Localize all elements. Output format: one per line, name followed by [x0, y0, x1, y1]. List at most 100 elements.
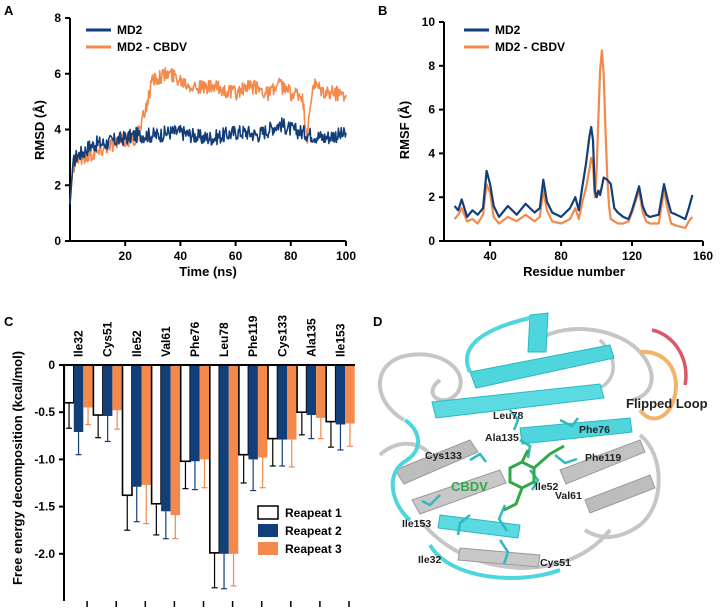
rmsd-y-tick-label: 2	[54, 178, 61, 192]
rmsd-series-cbdv	[69, 67, 347, 203]
rmsd-chart: 20 40 60 80 100 0 2 4 6 8 Time (ns) RMSD (Å) MD2 …	[32, 11, 356, 279]
panel-label-c: C	[4, 314, 14, 329]
rmsd-x-tick-label: 40	[174, 249, 188, 263]
energy-legend-1: Reapeat 1	[285, 506, 342, 520]
rmsf-y-tick-label: 8	[428, 59, 435, 73]
structure-loop-gray-4	[378, 441, 432, 457]
energy-legend-swatch-2	[258, 524, 278, 537]
rmsf-x-tick-label: 160	[693, 249, 713, 263]
rmsf-x-label: Residue number	[523, 264, 625, 279]
rmsf-y-tick-label: 6	[428, 103, 435, 117]
rmsd-y-tick-label: 4	[54, 123, 61, 137]
rmsd-legend-md2: MD2	[117, 23, 143, 37]
energy-bar-2	[190, 365, 200, 462]
energy-bar-2	[248, 365, 258, 460]
energy-bar-1	[121, 364, 133, 497]
energy-bar-3	[345, 365, 355, 424]
energy-bar-1	[209, 364, 221, 554]
energy-category-label: Ile32	[72, 330, 86, 357]
energy-legend: Reapeat 1 Reapeat 2 Reapeat 3	[257, 505, 342, 556]
energy-category-label: Phe76	[188, 321, 202, 357]
structure-sheet-cyan-2	[431, 383, 605, 419]
rmsd-legend-cbdv: MD2 - CBDV	[117, 40, 187, 54]
rmsd-y-label: RMSD (Å)	[32, 100, 47, 160]
structure-sticks	[421, 409, 579, 565]
energy-legend-swatch-3	[258, 542, 278, 555]
rmsf-legend: MD2 MD2 - CBDV	[464, 23, 565, 54]
structure-sheet-cyan-4	[437, 514, 521, 539]
energy-bar-1	[179, 364, 191, 463]
residue-label: Leu78	[493, 410, 524, 422]
structure-loop-gray-1	[377, 352, 463, 422]
energy-legend-swatch-1	[257, 505, 279, 520]
rmsf-series-md2	[453, 126, 694, 221]
rmsf-legend-md2: MD2	[495, 23, 521, 37]
residue-label: Phe119	[585, 452, 621, 464]
energy-bar-2	[161, 365, 171, 512]
residue-label: Ile32	[418, 554, 442, 566]
structure-loop-gray-6	[418, 518, 612, 571]
energy-category-label: Ala135	[304, 318, 318, 357]
panel-label-a: A	[4, 3, 14, 18]
structure-sheet-gray-4	[457, 547, 541, 568]
energy-category-label: Ile52	[130, 330, 144, 357]
energy-bar-3	[228, 365, 239, 554]
energy-category-label: Ile153	[333, 323, 347, 357]
energy-bar-1	[238, 364, 250, 456]
panel-label-d: D	[373, 314, 382, 329]
energy-bar-3	[257, 365, 268, 458]
energy-chart: 0 -0.5 -1.0 -1.5 -2.0 Ile32 Cys51 Ile52 Val61 Ph…	[10, 315, 355, 607]
energy-bar-1	[296, 364, 308, 414]
structure-sheet-cyan-5	[527, 312, 549, 353]
flipped-loop-label: Flipped Loop	[626, 396, 708, 411]
energy-y-tick-label: 0	[48, 358, 55, 372]
energy-legend-2: Reapeat 2	[285, 524, 342, 538]
energy-bar-3	[170, 365, 181, 516]
structure-loop-cyan-1	[390, 418, 420, 522]
energy-bar-2	[277, 365, 287, 440]
rmsd-x-tick-label: 60	[229, 249, 243, 263]
energy-bar-3	[83, 365, 93, 408]
structure-sheet-cyan-1	[469, 344, 615, 389]
energy-bar-3	[287, 365, 297, 440]
energy-bar-3	[141, 365, 151, 485]
structure-sheet-gray-1	[394, 439, 479, 485]
rmsf-y-tick-label: 10	[422, 15, 436, 29]
energy-category-label: Cys133	[275, 315, 289, 357]
energy-bar-1	[63, 364, 75, 404]
structure-sheet-gray-3	[559, 439, 646, 485]
energy-bar-2	[306, 365, 317, 416]
structure-sheet-gray-5	[584, 474, 656, 514]
residue-label: Cys51	[540, 557, 571, 569]
structure-sheet-gray-2	[411, 469, 507, 515]
energy-y-tick-label: -1.5	[34, 500, 55, 514]
energy-bar-1	[150, 364, 162, 505]
rmsd-series-md2	[69, 117, 347, 205]
rmsd-x-label: Time (ns)	[179, 264, 237, 279]
rmsd-y-tick-label: 0	[54, 234, 61, 248]
structure-sheet-cyan-3	[519, 417, 633, 445]
residue-label: Phe76	[579, 424, 610, 436]
rmsf-x-tick-label: 40	[483, 249, 497, 263]
energy-legend-3: Reapeat 3	[285, 542, 342, 556]
rmsf-y-label: RMSF (Å)	[397, 101, 412, 160]
structure-loop-cyan-2	[428, 543, 561, 580]
energy-y-tick-label: -0.5	[34, 405, 55, 419]
energy-bar-1	[267, 364, 279, 440]
energy-bar-2	[102, 365, 113, 416]
rmsd-legend: MD2 MD2 - CBDV	[86, 23, 187, 54]
rmsf-chart: 40 80 120 160 0 2 4 6 8 10 Residue number RMSF (Å…	[397, 15, 713, 279]
flipped-loop-orange	[638, 349, 678, 421]
energy-bar-3	[316, 365, 326, 418]
energy-bar-1	[325, 364, 337, 423]
energy-category-label: Cys51	[101, 321, 115, 357]
rmsd-y-tick-label: 6	[54, 67, 61, 81]
rmsd-x-tick-label: 100	[336, 249, 356, 263]
rmsf-legend-cbdv: MD2 - CBDV	[495, 40, 565, 54]
energy-bar-2	[73, 365, 84, 433]
residue-label: Ile52	[535, 481, 559, 493]
energy-category-label: Val61	[159, 326, 173, 357]
rmsf-y-tick-label: 2	[428, 190, 435, 204]
rmsf-y-tick-label: 0	[428, 234, 435, 248]
